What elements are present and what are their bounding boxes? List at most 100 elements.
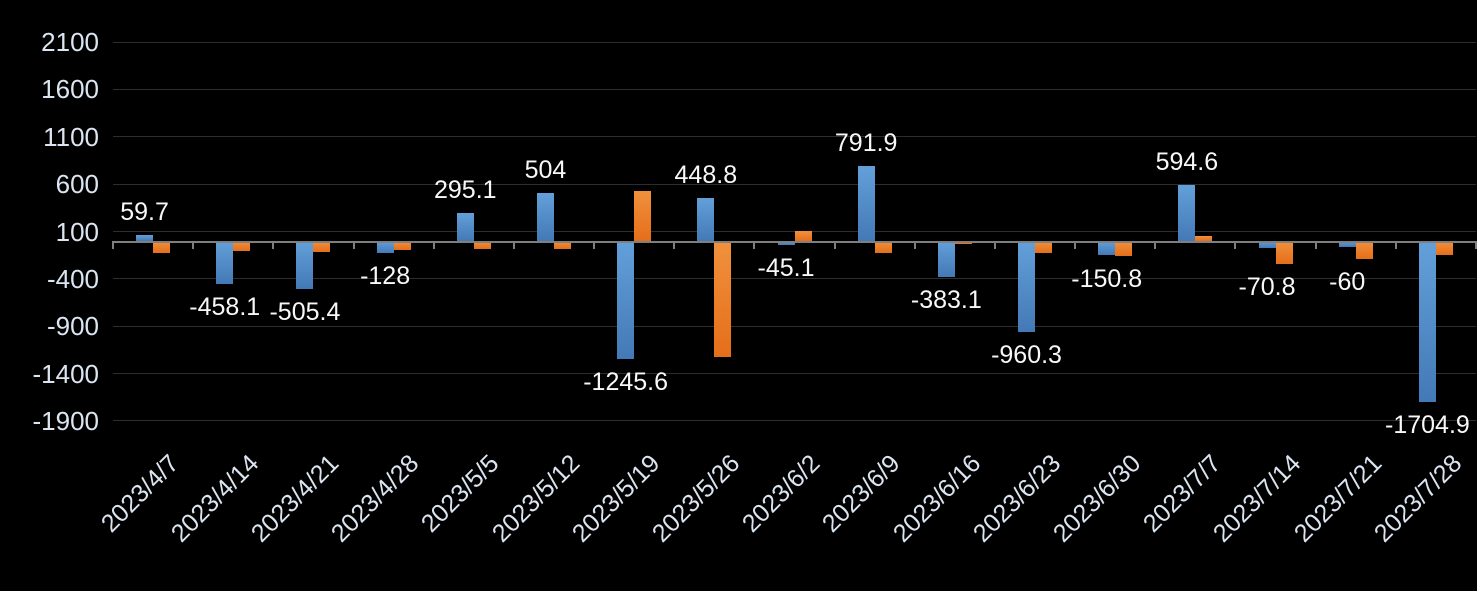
bar-orange[interactable]: [393, 241, 411, 250]
axis-tick: [753, 241, 756, 249]
bar-orange[interactable]: [1435, 241, 1453, 256]
value-label: 295.1: [434, 176, 497, 205]
value-label: -128: [360, 262, 411, 291]
x-tick-label: 2023/6/23: [967, 449, 1067, 548]
bar-orange[interactable]: [874, 241, 892, 254]
value-label: -1704.9: [1385, 411, 1470, 440]
bar-blue[interactable]: [617, 241, 635, 359]
axis-tick: [913, 241, 916, 249]
y-tick-label: 1600: [41, 74, 99, 105]
bar-blue[interactable]: [697, 198, 715, 241]
value-label: 594.6: [1155, 147, 1219, 176]
y-tick-label: -900: [46, 311, 99, 342]
gridline: [113, 325, 1476, 327]
bar-orange[interactable]: [1035, 241, 1053, 254]
value-label: -383.1: [910, 286, 982, 315]
axis-tick: [272, 241, 275, 249]
bar-blue[interactable]: [456, 213, 474, 241]
bar-orange[interactable]: [794, 231, 812, 241]
y-tick-label: 600: [55, 169, 99, 200]
y-tick-label: -1400: [32, 358, 100, 389]
y-tick-label: 1100: [43, 121, 99, 152]
axis-tick: [833, 241, 836, 249]
x-tick-label: 2023/4/21: [246, 449, 345, 548]
gridline: [113, 373, 1476, 375]
axis-tick: [593, 241, 596, 249]
gridline: [113, 420, 1476, 422]
x-tick-label: 2023/6/2: [736, 449, 826, 538]
axis-tick: [993, 241, 996, 249]
bar-blue[interactable]: [136, 235, 154, 241]
bar-blue[interactable]: [857, 166, 875, 241]
bar-orange[interactable]: [553, 241, 571, 250]
x-tick-label: 2023/7/14: [1208, 449, 1307, 548]
axis-tick: [192, 241, 195, 249]
axis-tick: [112, 241, 114, 249]
x-tick-label: 2023/4/14: [165, 449, 265, 548]
value-label: -960.3: [991, 340, 1062, 369]
gridline: [113, 183, 1476, 185]
gridline: [113, 41, 1476, 43]
bar-orange[interactable]: [1275, 241, 1293, 264]
bar-blue[interactable]: [937, 241, 955, 278]
value-label: -150.8: [1071, 264, 1143, 293]
axis-tick: [1394, 241, 1397, 249]
bar-blue[interactable]: [777, 241, 795, 246]
axis-tick: [1475, 241, 1477, 249]
x-tick-label: 2023/5/12: [486, 449, 586, 548]
bar-blue[interactable]: [1418, 241, 1436, 403]
bar-blue[interactable]: [1178, 184, 1196, 241]
bar-blue[interactable]: [536, 193, 554, 241]
x-tick-label: 2023/5/19: [566, 449, 666, 548]
bar-orange[interactable]: [1115, 241, 1133, 256]
gridline: [113, 136, 1476, 138]
value-label: -70.8: [1238, 272, 1296, 301]
axis-tick: [512, 241, 515, 249]
x-tick-label: 2023/7/21: [1288, 449, 1387, 548]
axis-tick: [1154, 241, 1157, 249]
value-label: 791.9: [834, 129, 898, 157]
bar-orange[interactable]: [473, 241, 491, 250]
value-label: 504: [524, 156, 567, 185]
axis-tick: [432, 241, 435, 249]
bar-blue[interactable]: [1258, 241, 1276, 248]
bar-orange[interactable]: [1195, 236, 1213, 241]
bar-orange[interactable]: [714, 241, 732, 358]
value-label: 448.8: [674, 161, 738, 190]
y-tick-label: 2100: [41, 27, 99, 58]
axis-tick: [1074, 241, 1077, 249]
bar-blue[interactable]: [216, 241, 234, 285]
x-tick-label: 2023/4/28: [326, 449, 425, 548]
value-label: -505.4: [269, 297, 341, 326]
value-label: -45.1: [757, 254, 815, 283]
value-label: -1245.6: [583, 367, 669, 396]
bar-blue[interactable]: [1098, 241, 1116, 256]
axis-tick: [352, 241, 355, 249]
bar-blue[interactable]: [296, 241, 314, 289]
value-label: -60: [1329, 268, 1366, 297]
bar-blue[interactable]: [1338, 241, 1356, 247]
bar-orange[interactable]: [634, 190, 652, 241]
x-axis-line: [113, 241, 1476, 243]
bar-orange[interactable]: [1355, 241, 1373, 260]
bar-blue[interactable]: [1018, 241, 1036, 332]
axis-tick: [1234, 241, 1237, 249]
bar-orange[interactable]: [313, 241, 331, 253]
bar-orange[interactable]: [153, 241, 171, 254]
bar-orange[interactable]: [233, 241, 251, 252]
value-label: 59.7: [120, 198, 169, 227]
y-tick-label: -400: [46, 263, 99, 294]
gridline: [113, 88, 1476, 90]
bar-blue[interactable]: [376, 241, 394, 254]
value-label: -458.1: [189, 293, 261, 322]
y-tick-label: -1900: [32, 405, 100, 436]
x-tick-label: 2023/6/30: [1047, 449, 1147, 548]
x-tick-label: 2023/7/28: [1368, 449, 1468, 548]
x-tick-label: 2023/5/26: [646, 449, 746, 548]
axis-tick: [1314, 241, 1317, 249]
x-tick-label: 2023/6/16: [887, 449, 986, 548]
gridline: [113, 278, 1476, 280]
y-tick-label: 100: [55, 216, 99, 247]
axis-tick: [673, 241, 676, 249]
